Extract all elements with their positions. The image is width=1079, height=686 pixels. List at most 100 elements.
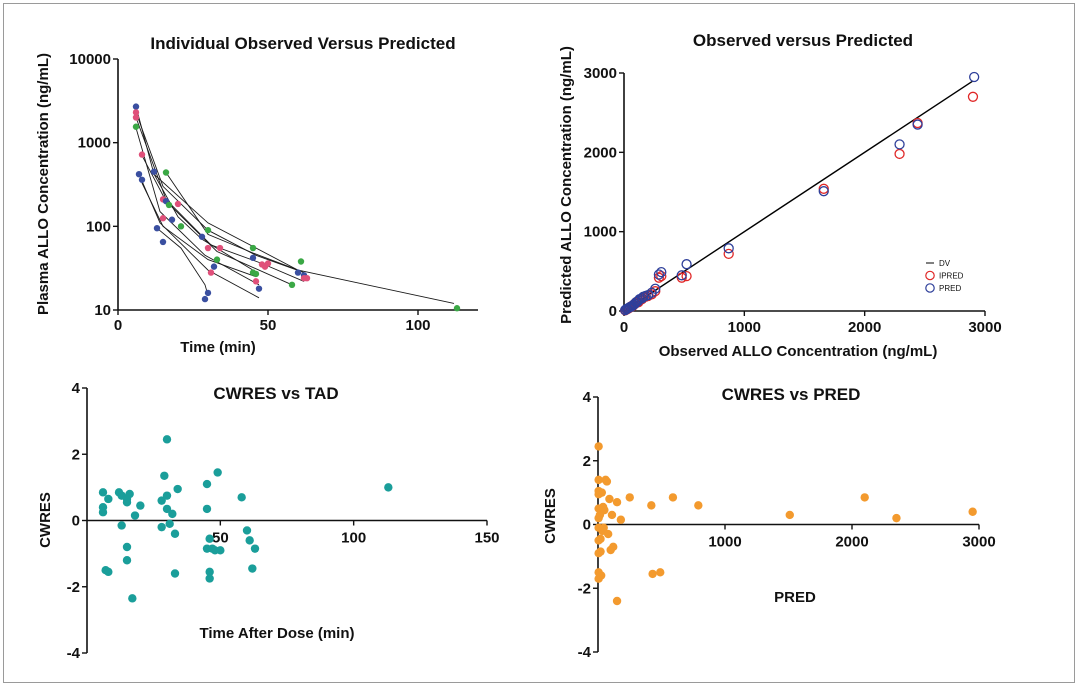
cwres-point [596,547,605,556]
observed-point [132,103,140,110]
cwres-point [202,504,212,514]
x-tick-label: 50 [212,530,229,547]
cwres-point [168,509,177,519]
y-tick-label: 1000 [78,135,111,152]
panel-obs-vs-pred: Observed versus Predicted Observed ALLO … [558,31,1002,360]
observed-point [159,215,167,222]
figure-frame [3,3,1075,683]
cwres-point [157,522,166,532]
observed-point [162,169,170,176]
cwres-point [128,594,137,603]
cwres-point [248,564,257,573]
cwres-point [603,529,613,539]
x-tick-label: 100 [405,317,430,334]
cwres-point [165,519,174,529]
y-tick-label: -2 [578,580,591,597]
cwres-point [668,493,678,502]
cwres-point [594,475,603,485]
observed-point [135,170,143,178]
cwres-point [242,526,252,535]
point-pred [650,283,661,294]
cwres-point [250,544,260,553]
observed-point [138,151,146,158]
observed-point [249,244,257,252]
cwres-point [600,505,609,515]
observed-point [159,238,167,246]
legend-marker-pred [925,283,935,293]
point-pred [969,71,980,83]
observed-point [303,274,311,282]
panel-d-ylabel: CWRES [542,488,559,544]
point-pred [912,119,923,130]
predicted-curve [141,182,257,278]
cwres-point [104,494,113,504]
y-tick-label: 2 [72,446,80,463]
point-pred [676,270,687,281]
point-pred [723,243,734,254]
x-tick-label: 100 [341,530,366,547]
observed-point [198,233,206,240]
observed-point [249,254,257,262]
predicted-curve [156,227,209,296]
y-tick-label: 3000 [584,65,617,82]
observed-point [255,285,263,292]
panel-b-ylabel: Predicted ALLO Concentration (ng/mL) [558,46,575,324]
observed-point [168,216,176,223]
observed-point [201,295,209,303]
panel-c-xlabel: Time After Dose (min) [199,625,354,642]
panel-d-title: CWRES vs PRED [722,385,861,404]
x-tick-label: 150 [474,530,499,547]
cwres-point [860,493,869,502]
cwres-point [157,496,166,505]
cwres-point [656,568,665,577]
observed-point [165,201,173,209]
panel-cwres-vs-pred: CWRES vs PRED PRED CWRES -4 -2 0 2 4 1000 2000… [542,385,996,661]
point-pred [653,269,665,280]
cwres-point [122,542,132,552]
observed-point [132,123,140,130]
panel-a-xlabel: Time (min) [180,339,256,356]
x-tick-label: 1000 [728,319,761,336]
legend-marker-ipred [925,270,935,281]
cwres-point [647,501,656,510]
cwres-point [98,508,108,517]
observed-point [174,200,182,208]
cwres-point [202,479,212,489]
cwres-point [122,556,132,565]
y-tick-label: 10 [94,302,111,319]
cwres-point [205,574,214,583]
point-pred [681,259,692,270]
x-tick-label: 2000 [848,319,881,336]
panel-a-ylabel: Plasma ALLO Concentration (ng/mL) [35,53,52,315]
x-tick-label: 3000 [962,534,995,551]
x-tick-label: 0 [114,317,122,334]
observed-point [132,114,140,121]
cwres-point [213,468,222,477]
y-tick-label: 4 [72,380,81,397]
y-tick-label: -2 [67,579,80,596]
panel-b-title: Observed versus Predicted [693,31,913,50]
cwres-point [173,484,182,494]
cwres-point [602,477,612,486]
y-tick-label: 0 [72,513,80,530]
legend-label: DV [939,259,951,268]
cwres-point [384,483,393,492]
cwres-point [136,501,145,510]
observed-point [210,263,218,270]
observed-point [264,260,272,267]
cwres-point [892,513,901,523]
observed-point [252,270,260,278]
observed-point [207,269,215,276]
cwres-point [162,504,172,514]
identity-line [623,80,974,312]
point-pred [656,266,667,278]
observed-point [453,305,461,312]
point-pred [818,186,829,197]
predicted-curve [165,172,299,271]
cwres-point [612,596,622,606]
point-ipred [723,248,734,260]
observed-point [153,224,161,232]
panel-c-title: CWRES vs TAD [213,384,338,403]
y-tick-label: 1000 [584,224,617,241]
cwres-point [205,534,214,543]
